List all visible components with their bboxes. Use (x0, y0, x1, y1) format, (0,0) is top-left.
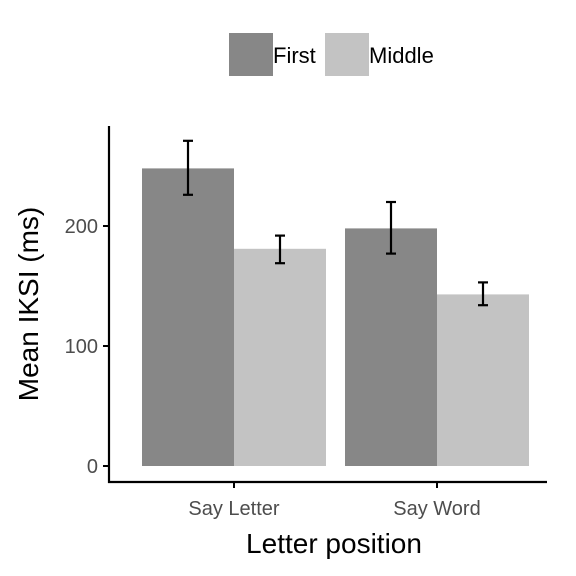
legend-swatch (229, 33, 273, 76)
y-ticks: 0 100 200 (65, 216, 109, 478)
legend-item-first: First (229, 33, 316, 76)
error-bar-middle-1 (478, 281, 488, 307)
bar-middle-0 (234, 248, 326, 466)
y-tick-label: 0 (87, 456, 98, 478)
legend-label: First (273, 43, 316, 68)
bars (142, 168, 529, 466)
legend: First Middle (229, 33, 434, 76)
error-bar-first-1 (386, 200, 396, 255)
error-bar-first-0 (183, 139, 193, 196)
bar-first-1 (345, 228, 437, 466)
error-bars (183, 139, 488, 307)
legend-item-middle: Middle (325, 33, 434, 76)
legend-swatch (325, 33, 369, 76)
y-tick-label: 100 (65, 336, 98, 358)
x-ticks: Say Letter Say Word (188, 482, 481, 520)
y-axis-title: Mean IKSI (ms) (13, 207, 44, 401)
x-tick-label: Say Letter (188, 498, 280, 520)
y-tick-label: 200 (65, 216, 98, 238)
error-bar-middle-0 (275, 234, 285, 265)
bar-first-0 (142, 168, 234, 466)
bar-middle-1 (437, 294, 529, 466)
x-axis-title: Letter position (246, 528, 422, 559)
x-tick-label: Say Word (393, 498, 480, 520)
axes (107, 126, 547, 484)
legend-label: Middle (369, 43, 434, 68)
